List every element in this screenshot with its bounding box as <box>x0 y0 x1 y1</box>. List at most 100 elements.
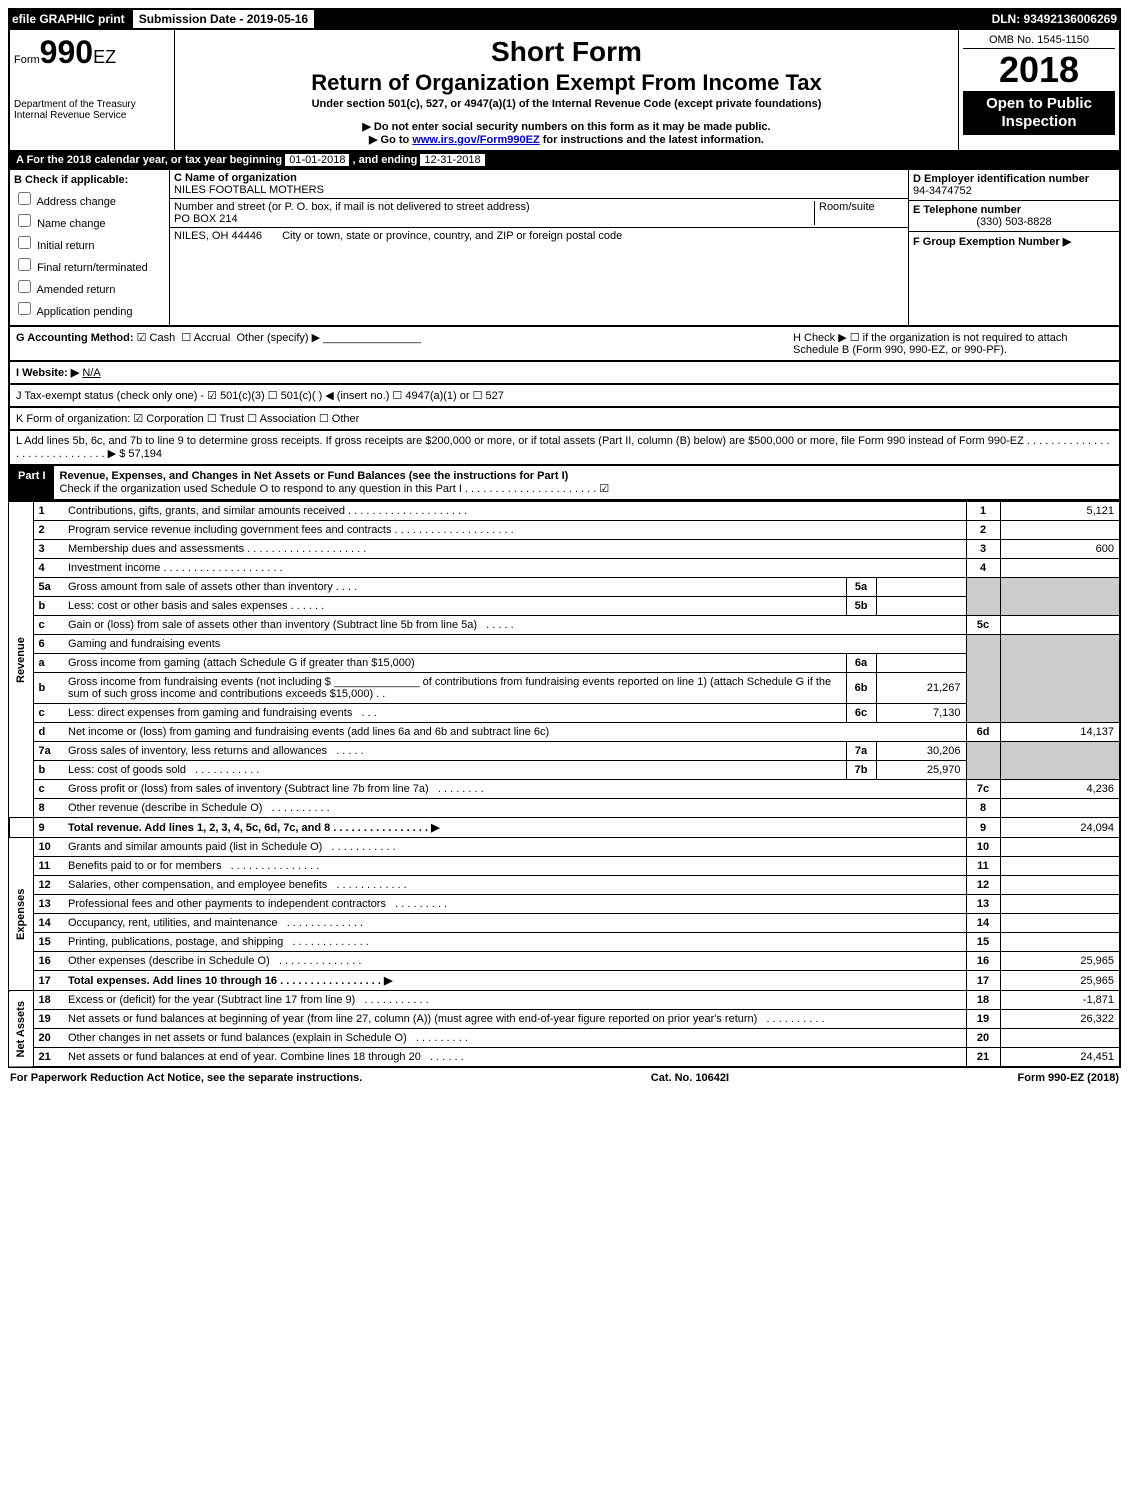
ln-19-val: 26,322 <box>1000 1010 1120 1029</box>
ln-6a: a <box>33 654 63 673</box>
ln-10: 10 <box>33 838 63 857</box>
ln-2-num: 2 <box>966 521 1000 540</box>
chk-final-return[interactable]: Final return/terminated <box>14 255 165 274</box>
ln-4-val <box>1000 559 1120 578</box>
ln-2-desc: Program service revenue including govern… <box>68 524 514 536</box>
side-expenses: Expenses <box>9 838 33 991</box>
ln-6a-subval <box>876 654 966 673</box>
part-1-check: Check if the organization used Schedule … <box>60 483 610 495</box>
ln-12: 12 <box>33 876 63 895</box>
form-number-990: 990 <box>40 34 93 70</box>
top-bar: efile GRAPHIC print Submission Date - 20… <box>8 8 1121 30</box>
city-state-zip: NILES, OH 44446 <box>174 230 262 242</box>
ln-5b-desc: Less: cost or other basis and sales expe… <box>68 600 288 612</box>
website-value: N/A <box>82 367 100 379</box>
part-1-label: Part I <box>10 466 54 499</box>
ln-7b: b <box>33 761 63 780</box>
org-name: NILES FOOTBALL MOTHERS <box>174 184 904 196</box>
ln-14-desc: Occupancy, rent, utilities, and maintena… <box>68 917 278 929</box>
e-label: E Telephone number <box>913 204 1115 216</box>
subtitle: Under section 501(c), 527, or 4947(a)(1)… <box>179 98 954 110</box>
short-form-title: Short Form <box>179 36 954 68</box>
ln-20: 20 <box>33 1029 63 1048</box>
room-label: Room/suite <box>819 201 904 213</box>
g-cash: Cash <box>150 332 176 344</box>
row-k: K Form of organization: ☑ Corporation ☐ … <box>8 408 1121 431</box>
footer: For Paperwork Reduction Act Notice, see … <box>8 1068 1121 1088</box>
ln-17-val: 25,965 <box>1000 971 1120 991</box>
ln-5b-sub: 5b <box>846 597 876 616</box>
phone: (330) 503-8828 <box>913 216 1115 228</box>
submission-date: Submission Date - 2019-05-16 <box>133 10 314 28</box>
ln-15-val <box>1000 933 1120 952</box>
chk-app-pending[interactable]: Application pending <box>14 299 165 318</box>
ln-21-desc: Net assets or fund balances at end of ye… <box>68 1051 421 1063</box>
ln-5c-num: 5c <box>966 616 1000 635</box>
irs-link[interactable]: www.irs.gov/Form990EZ <box>412 134 539 146</box>
footer-form: Form 990-EZ (2018) <box>1018 1072 1119 1084</box>
ln-3-desc: Membership dues and assessments <box>68 543 366 555</box>
line-a: A For the 2018 calendar year, or tax yea… <box>8 152 1121 170</box>
ln-7a-subval: 30,206 <box>876 742 966 761</box>
efile-label: efile GRAPHIC print <box>12 12 125 26</box>
section-b: B Check if applicable: Address change Na… <box>8 170 1121 327</box>
ln-1-num: 1 <box>966 502 1000 521</box>
ln-5a-desc: Gross amount from sale of assets other t… <box>68 581 333 593</box>
ln-6d-desc: Net income or (loss) from gaming and fun… <box>68 726 549 738</box>
goto-post: for instructions and the latest informat… <box>540 134 764 146</box>
ln-21: 21 <box>33 1048 63 1068</box>
ln-8-desc: Other revenue (describe in Schedule O) <box>68 802 262 814</box>
f-label: F Group Exemption Number ▶ <box>913 235 1115 248</box>
ln-6a-desc: Gross income from gaming (attach Schedul… <box>68 657 415 669</box>
tax-year: 2018 <box>963 49 1115 91</box>
ln-1: 1 <box>33 502 63 521</box>
ln-6b-sub: 6b <box>846 673 876 704</box>
ln-13-desc: Professional fees and other payments to … <box>68 898 386 910</box>
ln-17: 17 <box>33 971 63 991</box>
ln-1-val: 5,121 <box>1000 502 1120 521</box>
ln-9: 9 <box>33 818 63 838</box>
row-j: J Tax-exempt status (check only one) - ☑… <box>8 385 1121 408</box>
ln-9-desc: Total revenue. Add lines 1, 2, 3, 4, 5c,… <box>68 822 440 834</box>
ln-7b-desc: Less: cost of goods sold <box>68 764 186 776</box>
ln-20-num: 20 <box>966 1029 1000 1048</box>
ln-12-desc: Salaries, other compensation, and employ… <box>68 879 327 891</box>
ln-7b-sub: 7b <box>846 761 876 780</box>
ln-14-num: 14 <box>966 914 1000 933</box>
addr-label: Number and street (or P. O. box, if mail… <box>174 201 814 213</box>
ln-5a-sub: 5a <box>846 578 876 597</box>
omb-number: OMB No. 1545-1150 <box>963 34 1115 49</box>
ln-4-num: 4 <box>966 559 1000 578</box>
ln-6d-val: 14,137 <box>1000 723 1120 742</box>
ln-13-num: 13 <box>966 895 1000 914</box>
ln-11-num: 11 <box>966 857 1000 876</box>
chk-amended[interactable]: Amended return <box>14 277 165 296</box>
ln-1-desc: Contributions, gifts, grants, and simila… <box>68 505 467 517</box>
dln: DLN: 93492136006269 <box>992 12 1117 26</box>
footer-cat: Cat. No. 10642I <box>651 1072 729 1084</box>
ln-6c-desc: Less: direct expenses from gaming and fu… <box>68 707 352 719</box>
ln-16-num: 16 <box>966 952 1000 971</box>
goto-pre: ▶ Go to <box>369 134 412 146</box>
ln-13: 13 <box>33 895 63 914</box>
ln-11-desc: Benefits paid to or for members <box>68 860 221 872</box>
main-title: Return of Organization Exempt From Incom… <box>179 70 954 96</box>
g-accrual: Accrual <box>194 332 231 344</box>
line-a-prefix: A For the 2018 calendar year, or tax yea… <box>16 154 285 166</box>
d-label: D Employer identification number <box>913 173 1115 185</box>
ln-6b-desc: Gross income from fundraising events (no… <box>68 676 831 700</box>
ln-6a-sub: 6a <box>846 654 876 673</box>
ln-18: 18 <box>33 991 63 1010</box>
chk-address-change[interactable]: Address change <box>14 189 165 208</box>
form-prefix: Form <box>14 54 40 66</box>
ln-10-num: 10 <box>966 838 1000 857</box>
part-1-header: Part I Revenue, Expenses, and Changes in… <box>8 466 1121 501</box>
chk-name-change[interactable]: Name change <box>14 211 165 230</box>
ln-8-val <box>1000 799 1120 818</box>
ln-19-num: 19 <box>966 1010 1000 1029</box>
b-label: B Check if applicable: <box>14 174 165 186</box>
ln-14: 14 <box>33 914 63 933</box>
ln-7a: 7a <box>33 742 63 761</box>
row-gh: G Accounting Method: ☑ Cash ☐ Accrual Ot… <box>8 327 1121 362</box>
chk-initial-return[interactable]: Initial return <box>14 233 165 252</box>
